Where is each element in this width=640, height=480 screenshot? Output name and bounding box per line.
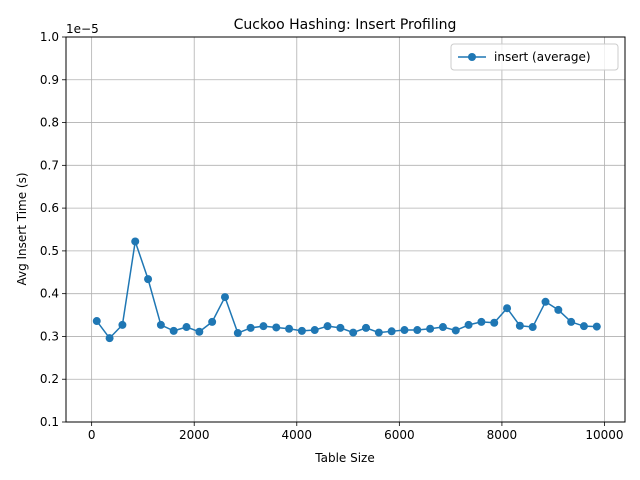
data-point bbox=[592, 322, 601, 331]
data-point bbox=[323, 322, 332, 331]
y-axis-label: Avg Insert Time (s) bbox=[15, 172, 29, 285]
x-tick-label: 4000 bbox=[282, 428, 313, 442]
legend: insert (average) bbox=[450, 43, 619, 71]
data-point bbox=[233, 329, 242, 338]
series-line bbox=[96, 240, 597, 339]
data-point bbox=[246, 323, 255, 332]
data-point bbox=[579, 322, 588, 331]
y-tick-label: 0.4 bbox=[40, 287, 59, 301]
y-offset-label: 1e−5 bbox=[66, 22, 99, 36]
data-point bbox=[503, 304, 512, 313]
data-point bbox=[285, 324, 294, 333]
x-axis: 0 2000 4000 6000 8000 10000 bbox=[88, 422, 624, 442]
data-point bbox=[477, 317, 486, 326]
y-axis: 0.1 0.2 0.3 0.4 0.5 0.6 0.7 0.8 0.9 1.0 bbox=[40, 30, 66, 429]
data-point bbox=[195, 327, 204, 336]
x-tick-label: 6000 bbox=[384, 428, 415, 442]
data-point bbox=[272, 323, 281, 332]
data-point bbox=[426, 324, 435, 333]
y-tick-label: 0.6 bbox=[40, 201, 59, 215]
plot-area bbox=[66, 37, 625, 422]
x-tick-label: 8000 bbox=[487, 428, 518, 442]
data-point bbox=[92, 317, 101, 326]
data-point bbox=[182, 323, 191, 332]
y-tick-label: 0.9 bbox=[40, 73, 59, 87]
data-point bbox=[400, 326, 409, 335]
data-point bbox=[220, 293, 229, 302]
data-point bbox=[310, 326, 319, 335]
y-tick-label: 1.0 bbox=[40, 30, 59, 44]
legend-marker bbox=[468, 53, 476, 61]
data-point bbox=[156, 320, 165, 329]
x-tick-label: 0 bbox=[88, 428, 96, 442]
series-layer bbox=[92, 237, 601, 343]
x-axis-label: Table Size bbox=[314, 451, 374, 465]
data-point bbox=[144, 275, 153, 284]
legend-label: insert (average) bbox=[494, 50, 591, 64]
data-point bbox=[413, 326, 422, 335]
data-point bbox=[362, 323, 371, 332]
data-point bbox=[567, 317, 576, 326]
data-point bbox=[515, 321, 524, 330]
x-tick-label: 2000 bbox=[179, 428, 210, 442]
y-tick-label: 0.3 bbox=[40, 329, 59, 343]
data-point bbox=[374, 328, 383, 337]
chart-title: Cuckoo Hashing: Insert Profiling bbox=[234, 17, 457, 33]
plot-frame bbox=[65, 36, 626, 423]
legend-frame bbox=[450, 43, 619, 71]
data-point bbox=[131, 237, 140, 246]
data-point bbox=[169, 326, 178, 335]
data-point bbox=[528, 323, 537, 332]
y-tick-label: 0.1 bbox=[40, 415, 59, 429]
data-point bbox=[105, 334, 114, 343]
data-point bbox=[438, 323, 447, 332]
data-point bbox=[387, 327, 396, 336]
x-tick-label: 10000 bbox=[585, 428, 623, 442]
data-point bbox=[451, 326, 460, 335]
data-point bbox=[336, 323, 345, 332]
y-tick-label: 0.2 bbox=[40, 372, 59, 386]
data-point bbox=[554, 305, 563, 314]
x-gridlines bbox=[91, 37, 605, 422]
data-point bbox=[297, 326, 306, 335]
y-tick-label: 0.5 bbox=[40, 244, 59, 258]
data-point bbox=[259, 322, 268, 331]
y-tick-label: 0.8 bbox=[40, 116, 59, 130]
data-point bbox=[118, 320, 127, 329]
data-point bbox=[208, 317, 217, 326]
y-tick-label: 0.7 bbox=[40, 158, 59, 172]
data-point bbox=[464, 320, 473, 329]
data-point bbox=[541, 297, 550, 306]
data-point bbox=[349, 328, 358, 337]
data-point bbox=[490, 318, 499, 327]
